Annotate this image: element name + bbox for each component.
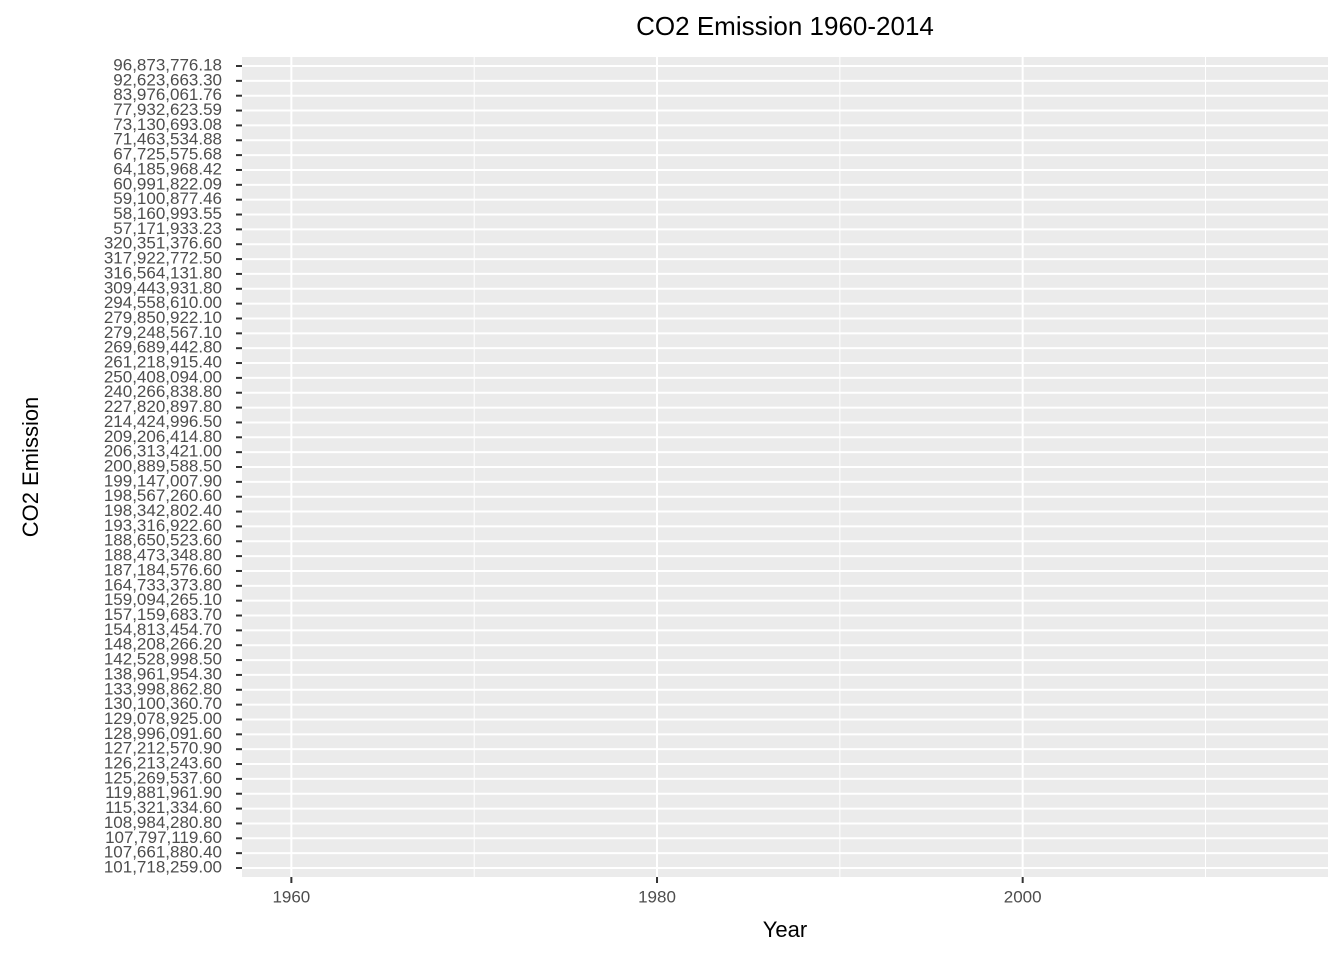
y-tick-label: 107,661,880.40 xyxy=(104,843,222,862)
y-tick-label: 107,797,119.60 xyxy=(105,828,222,847)
y-tick-label: 130,100,360.70 xyxy=(104,694,222,713)
y-tick-label: 127,212,570.90 xyxy=(104,739,222,758)
y-tick-label: 71,463,534.88 xyxy=(113,130,222,149)
y-tick-label: 279,248,567.10 xyxy=(104,323,222,342)
y-tick-label: 316,564,131.80 xyxy=(104,263,222,282)
y-tick-label: 200,889,588.50 xyxy=(104,456,222,475)
y-tick-label: 64,185,968.42 xyxy=(113,159,222,178)
y-tick-label: 227,820,897.80 xyxy=(104,397,222,416)
y-tick-label: 142,528,998.50 xyxy=(104,650,222,669)
y-tick-label: 77,932,623.59 xyxy=(113,100,222,119)
x-axis-title: Year xyxy=(763,917,807,942)
y-tick-label: 206,313,421.00 xyxy=(104,442,222,461)
y-tick-label: 101,718,259.00 xyxy=(104,857,222,876)
y-tick-label: 126,213,243.60 xyxy=(104,754,222,773)
y-tick-label: 119,881,961.90 xyxy=(105,783,222,802)
y-tick-label: 148,208,266.20 xyxy=(104,635,222,654)
y-tick-label: 209,206,414.80 xyxy=(104,427,222,446)
y-tick-label: 59,100,877.46 xyxy=(113,189,222,208)
y-tick-label: 58,160,993.55 xyxy=(113,204,222,223)
y-tick-label: 188,473,348.80 xyxy=(104,546,222,565)
y-tick-label: 128,996,091.60 xyxy=(104,724,222,743)
y-tick-label: 138,961,954.30 xyxy=(104,664,222,683)
y-tick-label: 199,147,007.90 xyxy=(104,471,222,490)
y-tick-label: 294,558,610.00 xyxy=(104,293,222,312)
y-tick-label: 187,184,576.60 xyxy=(104,560,222,579)
y-tick-label: 198,567,260.60 xyxy=(104,486,222,505)
y-tick-label: 188,650,523.60 xyxy=(104,531,222,550)
y-tick-label: 193,316,922.60 xyxy=(104,516,222,535)
y-tick-label: 309,443,931.80 xyxy=(104,278,222,297)
x-tick-label: 1980 xyxy=(638,887,676,906)
y-tick-label: 83,976,061.76 xyxy=(113,85,222,104)
y-tick-label: 129,078,925.00 xyxy=(104,709,222,728)
y-tick-label: 320,351,376.60 xyxy=(104,234,222,253)
x-tick-label: 1960 xyxy=(272,887,310,906)
y-tick-label: 159,094,265.10 xyxy=(104,590,222,609)
y-tick-label: 198,342,802.40 xyxy=(104,501,222,520)
y-tick-label: 317,922,772.50 xyxy=(104,249,222,268)
y-tick-label: 154,813,454.70 xyxy=(104,620,222,639)
y-tick-label: 250,408,094.00 xyxy=(104,367,222,386)
y-tick-label: 115,321,334.60 xyxy=(105,798,222,817)
y-tick-label: 60,991,822.09 xyxy=(113,174,222,193)
y-tick-label: 164,733,373.80 xyxy=(104,575,222,594)
chart-title: CO2 Emission 1960-2014 xyxy=(636,11,934,41)
y-tick-label: 279,850,922.10 xyxy=(104,308,222,327)
y-tick-label: 57,171,933.23 xyxy=(113,219,222,238)
y-tick-label: 125,269,537.60 xyxy=(104,768,222,787)
y-tick-label: 108,984,280.80 xyxy=(104,813,222,832)
y-tick-label: 133,998,862.80 xyxy=(104,679,222,698)
y-tick-label: 240,266,838.80 xyxy=(104,382,222,401)
y-tick-label: 157,159,683.70 xyxy=(104,605,222,624)
y-axis-title: CO2 Emission xyxy=(18,397,43,538)
y-tick-label: 96,873,776.18 xyxy=(113,55,222,74)
y-tick-label: 261,218,915.40 xyxy=(104,353,222,372)
y-tick-label: 269,689,442.80 xyxy=(104,338,222,357)
y-tick-label: 67,725,575.68 xyxy=(113,145,222,164)
y-tick-label: 92,623,663.30 xyxy=(113,70,222,89)
y-tick-label: 73,130,693.08 xyxy=(113,115,222,134)
y-tick-label: 214,424,996.50 xyxy=(104,412,222,431)
x-tick-label: 2000 xyxy=(1004,887,1042,906)
